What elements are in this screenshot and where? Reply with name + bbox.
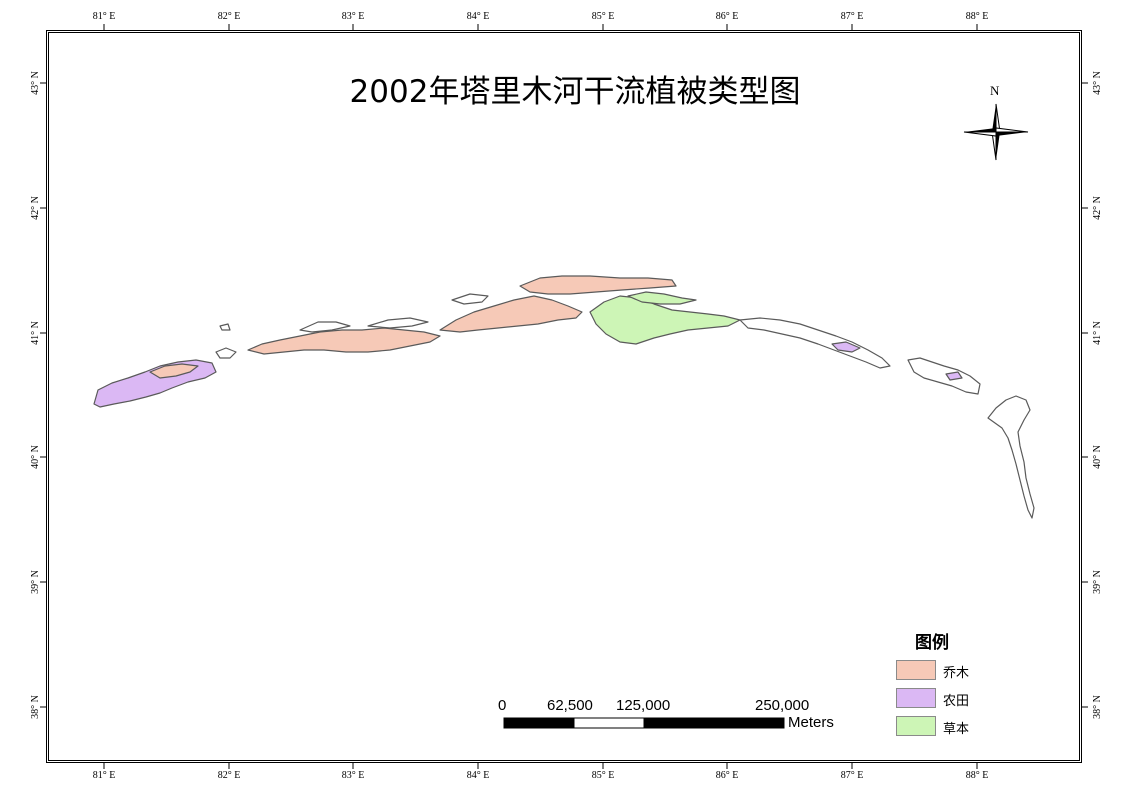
scale-bar [503,717,785,729]
legend-swatch [896,688,936,708]
scale-unit: Meters [788,714,834,731]
legend-title: 图例 [915,633,949,653]
north-arrow-icon [963,103,1029,161]
vegetation-outline [215,347,237,359]
lon-label-bottom: 84° E [466,770,490,781]
farmland-patch [945,371,963,381]
farmland-patch [831,341,861,353]
vegetation-outline [451,293,489,305]
lon-label-top: 84° E [466,11,490,22]
lon-label-bottom: 83° E [341,770,365,781]
legend-label: 乔木 [943,666,970,681]
vegetation-outline [367,317,429,329]
vegetation-outline [907,357,981,395]
legend-swatch [896,716,936,736]
lon-label-top: 86° E [715,11,739,22]
lon-label-top: 88° E [965,11,989,22]
scale-tick-label: 0 [498,697,507,714]
tree-patch [439,295,583,333]
lon-label-bottom: 87° E [840,770,864,781]
tree-patch [247,327,441,355]
farmland-patch [93,359,217,408]
lon-label-bottom: 81° E [92,770,116,781]
lon-label-top: 83° E [341,11,365,22]
lon-label-top: 87° E [840,11,864,22]
lon-label-bottom: 85° E [591,770,615,781]
lon-label-top: 85° E [591,11,615,22]
map-outer-frame [46,30,1082,763]
legend-swatch [896,660,936,680]
lon-label-bottom: 86° E [715,770,739,781]
legend-label: 草本 [943,722,970,737]
grass-patch [627,291,697,305]
legend-item-farmland: 农田 [896,688,986,709]
vegetation-outline [987,395,1035,519]
tree-patch [519,275,677,295]
scale-tick-label: 250,000 [755,697,810,714]
map-neatline [48,32,1080,761]
north-arrow-label: N [990,83,1000,98]
vegetation-outline [739,317,891,369]
lon-label-bottom: 88° E [965,770,989,781]
lon-label-top: 81° E [92,11,116,22]
lon-label-bottom: 82° E [217,770,241,781]
vegetation-outline [299,321,351,333]
scale-tick-label: 125,000 [616,697,671,714]
legend-item-grass: 草本 [896,716,986,737]
tree-patch [149,363,199,379]
lon-label-top: 82° E [217,11,241,22]
legend-item-tree: 乔木 [896,660,986,681]
vegetation-outline [219,323,231,331]
scale-tick-label: 62,500 [547,697,593,714]
map-title: 2002年塔里木河干流植被类型图 [349,74,801,110]
legend-label: 农田 [943,694,970,709]
